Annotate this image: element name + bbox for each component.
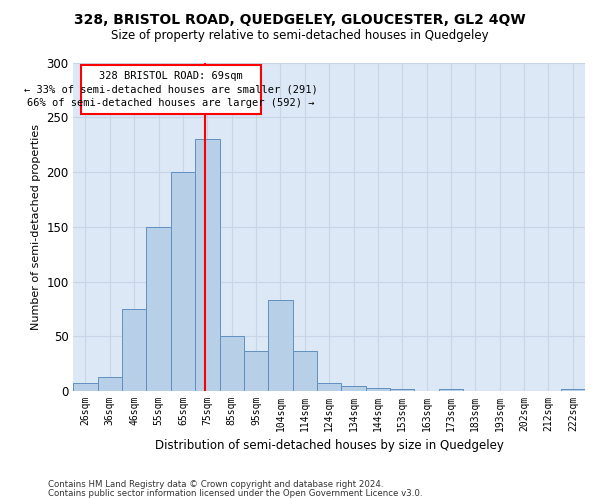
Text: Contains HM Land Registry data © Crown copyright and database right 2024.: Contains HM Land Registry data © Crown c… <box>48 480 383 489</box>
Bar <box>439 389 463 391</box>
Text: Size of property relative to semi-detached houses in Quedgeley: Size of property relative to semi-detach… <box>111 29 489 42</box>
Bar <box>268 300 293 391</box>
Bar <box>98 377 122 391</box>
X-axis label: Distribution of semi-detached houses by size in Quedgeley: Distribution of semi-detached houses by … <box>155 440 503 452</box>
Bar <box>220 336 244 391</box>
Bar <box>293 350 317 391</box>
Bar <box>390 389 415 391</box>
Bar <box>195 139 220 391</box>
Bar <box>244 350 268 391</box>
Bar <box>366 388 390 391</box>
Bar <box>341 386 366 391</box>
FancyBboxPatch shape <box>80 64 261 114</box>
Bar <box>560 389 585 391</box>
Bar <box>122 309 146 391</box>
Text: 328 BRISTOL ROAD: 69sqm: 328 BRISTOL ROAD: 69sqm <box>99 70 242 81</box>
Text: Contains public sector information licensed under the Open Government Licence v3: Contains public sector information licen… <box>48 489 422 498</box>
Text: 66% of semi-detached houses are larger (592) →: 66% of semi-detached houses are larger (… <box>27 98 314 108</box>
Bar <box>73 384 98 391</box>
Text: ← 33% of semi-detached houses are smaller (291): ← 33% of semi-detached houses are smalle… <box>24 84 317 94</box>
Bar <box>317 384 341 391</box>
Y-axis label: Number of semi-detached properties: Number of semi-detached properties <box>31 124 41 330</box>
Bar <box>146 227 171 391</box>
Text: 328, BRISTOL ROAD, QUEDGELEY, GLOUCESTER, GL2 4QW: 328, BRISTOL ROAD, QUEDGELEY, GLOUCESTER… <box>74 12 526 26</box>
Bar <box>171 172 195 391</box>
